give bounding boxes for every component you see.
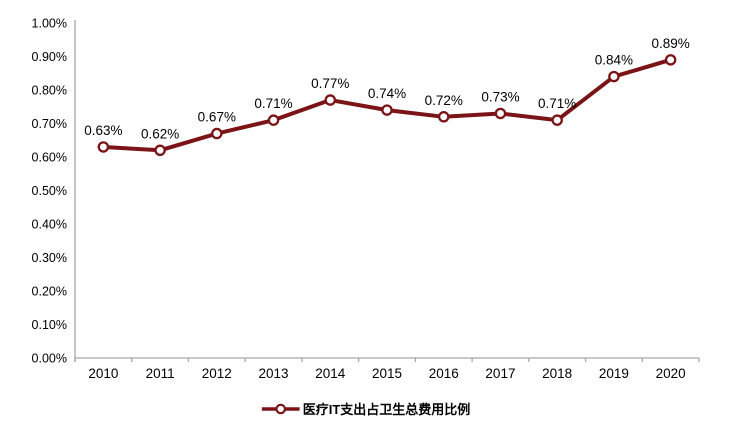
data-point-marker: [608, 70, 620, 83]
data-point-marker: [211, 127, 223, 140]
data-point-marker: [97, 141, 110, 153]
legend: 医疗IT支出占卫生总费用比例: [261, 399, 471, 418]
data-point-label: 0.71%: [538, 96, 576, 111]
data-point-marker: [324, 94, 337, 106]
data-point-marker: [154, 144, 166, 157]
data-point-marker: [267, 114, 280, 126]
y-tick-label: 0.30%: [32, 251, 67, 265]
data-point-label: 0.73%: [481, 89, 519, 104]
data-point-marker: [381, 104, 393, 116]
y-tick-label: 0.20%: [32, 285, 67, 299]
x-tick-label: 2020: [656, 366, 686, 381]
x-tick-label: 2015: [372, 366, 402, 381]
x-tick-label: 2010: [88, 366, 118, 381]
y-tick-label: 0.90%: [32, 50, 67, 64]
data-point-label: 0.63%: [84, 123, 122, 138]
x-tick-label: 2013: [259, 366, 289, 381]
data-point-label: 0.62%: [141, 126, 179, 141]
data-point-label: 0.84%: [595, 53, 633, 68]
data-point-marker: [551, 114, 563, 126]
y-tick-label: 0.00%: [32, 352, 67, 366]
legend-label: 医疗IT支出占卫生总费用比例: [302, 402, 471, 417]
y-tick-label: 0.60%: [32, 151, 67, 165]
data-point-marker: [494, 107, 507, 120]
y-tick-label: 1.00%: [32, 17, 67, 31]
data-point-label: 0.71%: [254, 96, 292, 111]
y-tick-label: 0.40%: [32, 218, 67, 232]
data-point-marker: [664, 54, 677, 66]
y-tick-label: 0.50%: [32, 184, 67, 198]
y-tick-label: 0.80%: [32, 84, 67, 98]
x-tick-label: 2016: [429, 366, 459, 381]
data-point-label: 0.72%: [425, 93, 463, 108]
x-tick-label: 2019: [599, 366, 629, 381]
x-tick-label: 2012: [202, 366, 232, 381]
x-tick-label: 2017: [485, 366, 515, 381]
y-tick-label: 0.70%: [32, 117, 67, 131]
y-tick-label: 0.10%: [32, 318, 67, 332]
data-point-label: 0.67%: [198, 110, 236, 125]
x-tick-label: 2018: [542, 366, 572, 381]
x-tick-label: 2014: [315, 366, 346, 381]
legend-line-marker-icon: [261, 403, 300, 414]
x-tick-label: 2011: [146, 366, 175, 381]
data-point-label: 0.74%: [368, 86, 406, 101]
data-point-marker: [437, 111, 450, 123]
data-point-label: 0.89%: [651, 36, 689, 51]
data-point-label: 0.77%: [311, 76, 349, 91]
